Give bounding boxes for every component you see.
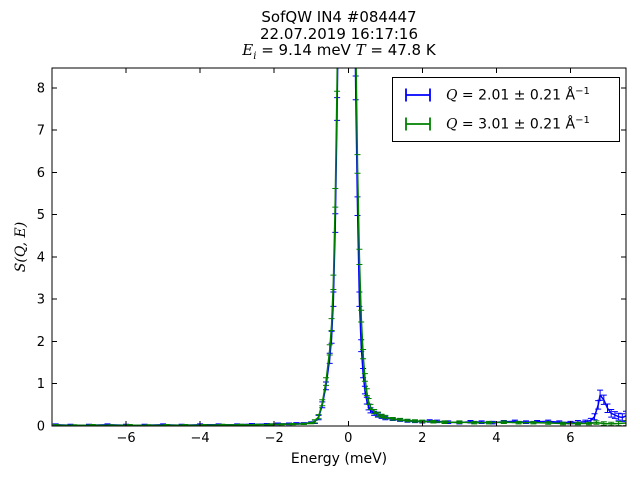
legend: Q = 2.01 ± 0.21 Å−1 Q = 3.01 ± 0.21 Å−1 [392,77,620,142]
series-1 [52,68,626,426]
y-tick-label: 6 [37,166,45,181]
errorbar-marker-icon [405,117,431,131]
temperature-symbol: T [355,41,366,59]
plot-title: SofQW IN4 #084447 22.07.2019 16:17:16 Ei… [52,9,626,66]
title-line-3: Ei = 9.14 meV T = 47.8 K [52,42,626,66]
errorbar-marker-icon [405,88,431,102]
legend-label: Q = 3.01 ± 0.21 Å−1 [446,114,590,133]
legend-label: Q = 2.01 ± 0.21 Å−1 [446,86,590,105]
y-tick-label: 0 [37,420,45,435]
y-tick-label: 1 [37,377,45,392]
title-line-2: 22.07.2019 16:17:16 [259,24,419,43]
x-tick-label: 6 [566,431,574,446]
y-tick-label: 3 [37,293,45,308]
temperature-value: = 47.8 K [365,41,436,59]
x-axis-label: Energy (meV) [290,451,388,467]
x-tick-label: −4 [191,431,210,446]
ei-value: = 9.14 meV [256,41,356,59]
title-line-1: SofQW IN4 #084447 [261,8,417,26]
y-tick-label: 8 [37,81,45,96]
axes-frame [51,67,627,427]
x-tick-label: −6 [116,431,135,446]
x-tick-label: 0 [344,431,352,446]
legend-entry: Q = 3.01 ± 0.21 Å−1 [403,114,611,134]
x-tick-label: 4 [492,431,500,446]
y-tick-label: 7 [37,124,45,139]
x-tick-label: −2 [265,431,284,446]
data-line-1 [55,68,626,426]
x-tick-label: 2 [418,431,426,446]
ei-subscript: i [253,51,257,62]
y-tick-label: 5 [37,208,45,223]
ei-symbol: E [242,41,254,59]
y-tick-label: 2 [37,335,45,350]
legend-entry: Q = 2.01 ± 0.21 Å−1 [403,85,611,105]
y-axis-label: S(Q, E) [13,221,29,273]
y-tick-label: 4 [37,250,45,265]
